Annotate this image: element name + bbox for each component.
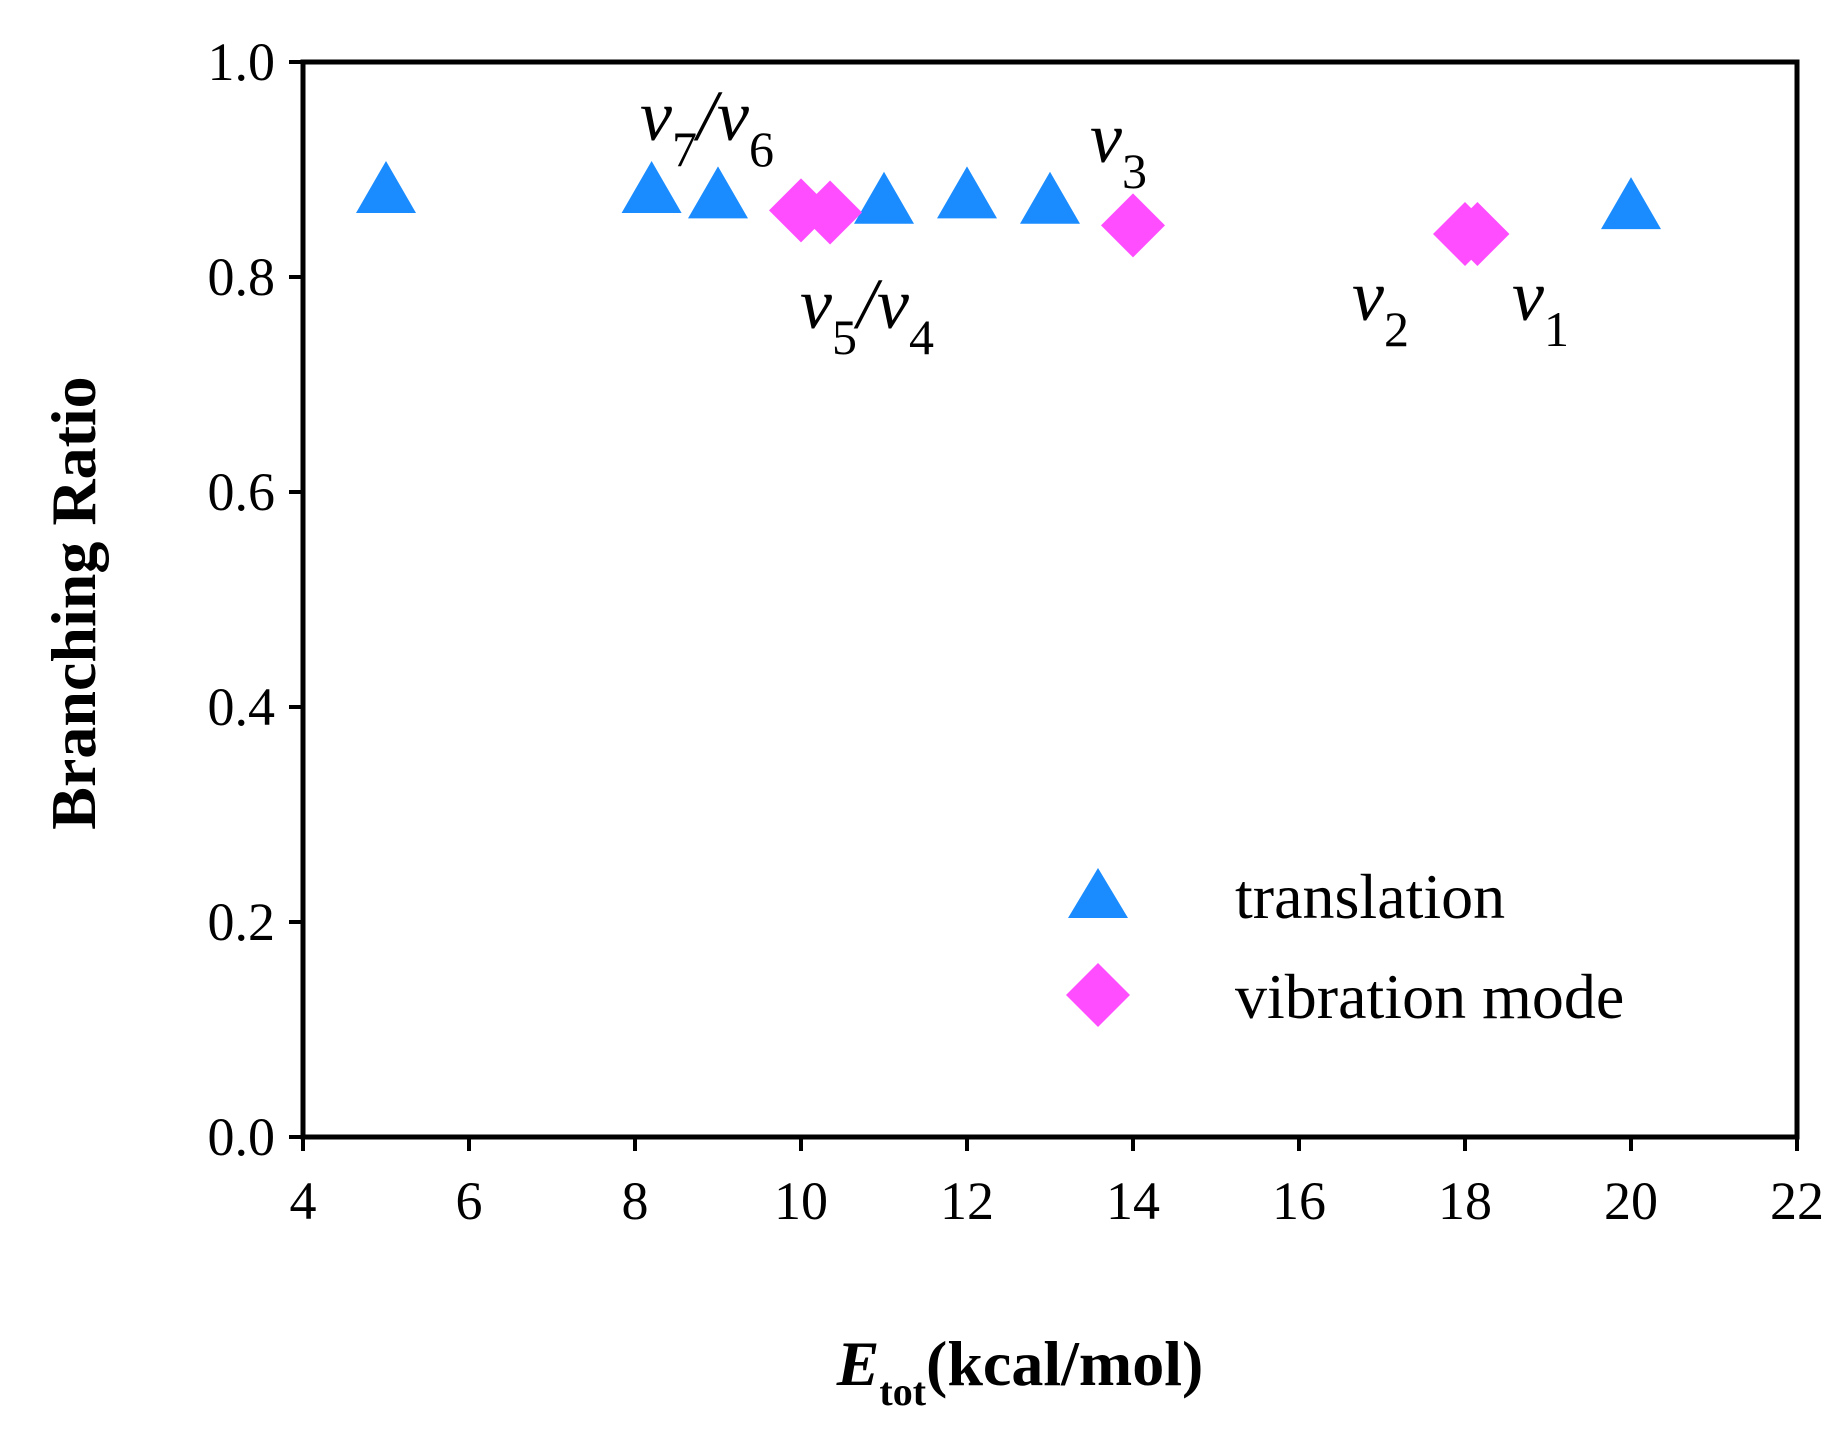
y-tick-label: 0.4 [208, 677, 276, 737]
legend-label-vibration-mode: vibration mode [1235, 961, 1624, 1032]
vibration-mode-point [1101, 193, 1165, 258]
x-tick-label: 20 [1604, 1171, 1658, 1231]
legend: translation vibration mode [1066, 861, 1624, 1032]
legend-marker-vibration-mode [1066, 963, 1130, 1027]
y-tick-label: 0.6 [208, 462, 276, 522]
y-tick-label: 0.8 [208, 247, 276, 307]
translation-point [1601, 177, 1661, 230]
x-tick-label: 8 [622, 1171, 649, 1231]
translation-point [854, 171, 914, 224]
legend-label-translation: translation [1235, 861, 1505, 932]
y-axis-title: Branching Ratio [38, 376, 109, 829]
annotation-v2: v2 [1352, 256, 1409, 357]
vibration-mode-point [1445, 202, 1510, 266]
x-tick-label: 22 [1770, 1171, 1824, 1231]
y-tick-label: 1.0 [208, 32, 276, 92]
translation-point [1020, 171, 1080, 224]
x-tick-label: 14 [1106, 1171, 1160, 1231]
plot-frame [300, 59, 1800, 1140]
x-tick-label: 10 [774, 1171, 828, 1231]
x-axis-title: Etot(kcal/mol) [836, 1328, 1204, 1414]
translation-point [356, 161, 416, 213]
x-tick-label: 4 [290, 1171, 317, 1231]
legend-marker-translation [1068, 868, 1128, 918]
annotation-v7-v6: v7/v6 [640, 76, 774, 177]
translation-point [621, 161, 682, 213]
axes: 4 6 8 10 12 14 16 18 20 22 0.0 0.2 0.4 0.6 0.8 1.0 [208, 32, 1825, 1231]
translation-point [937, 166, 997, 219]
annotation-v5-v4: v5/v4 [800, 264, 934, 365]
vibration-mode-point [798, 180, 863, 245]
data-marks [356, 161, 1661, 266]
x-tick-label: 6 [456, 1171, 483, 1231]
translation-point [688, 166, 748, 219]
annotation-v1: v1 [1512, 256, 1569, 357]
y-tick-label: 0.0 [208, 1107, 276, 1167]
x-tick-label: 18 [1438, 1171, 1492, 1231]
y-tick-label: 0.2 [208, 892, 276, 952]
x-tick-label: 16 [1272, 1171, 1326, 1231]
annotation-v3: v3 [1090, 98, 1147, 199]
x-tick-label: 12 [940, 1171, 994, 1231]
